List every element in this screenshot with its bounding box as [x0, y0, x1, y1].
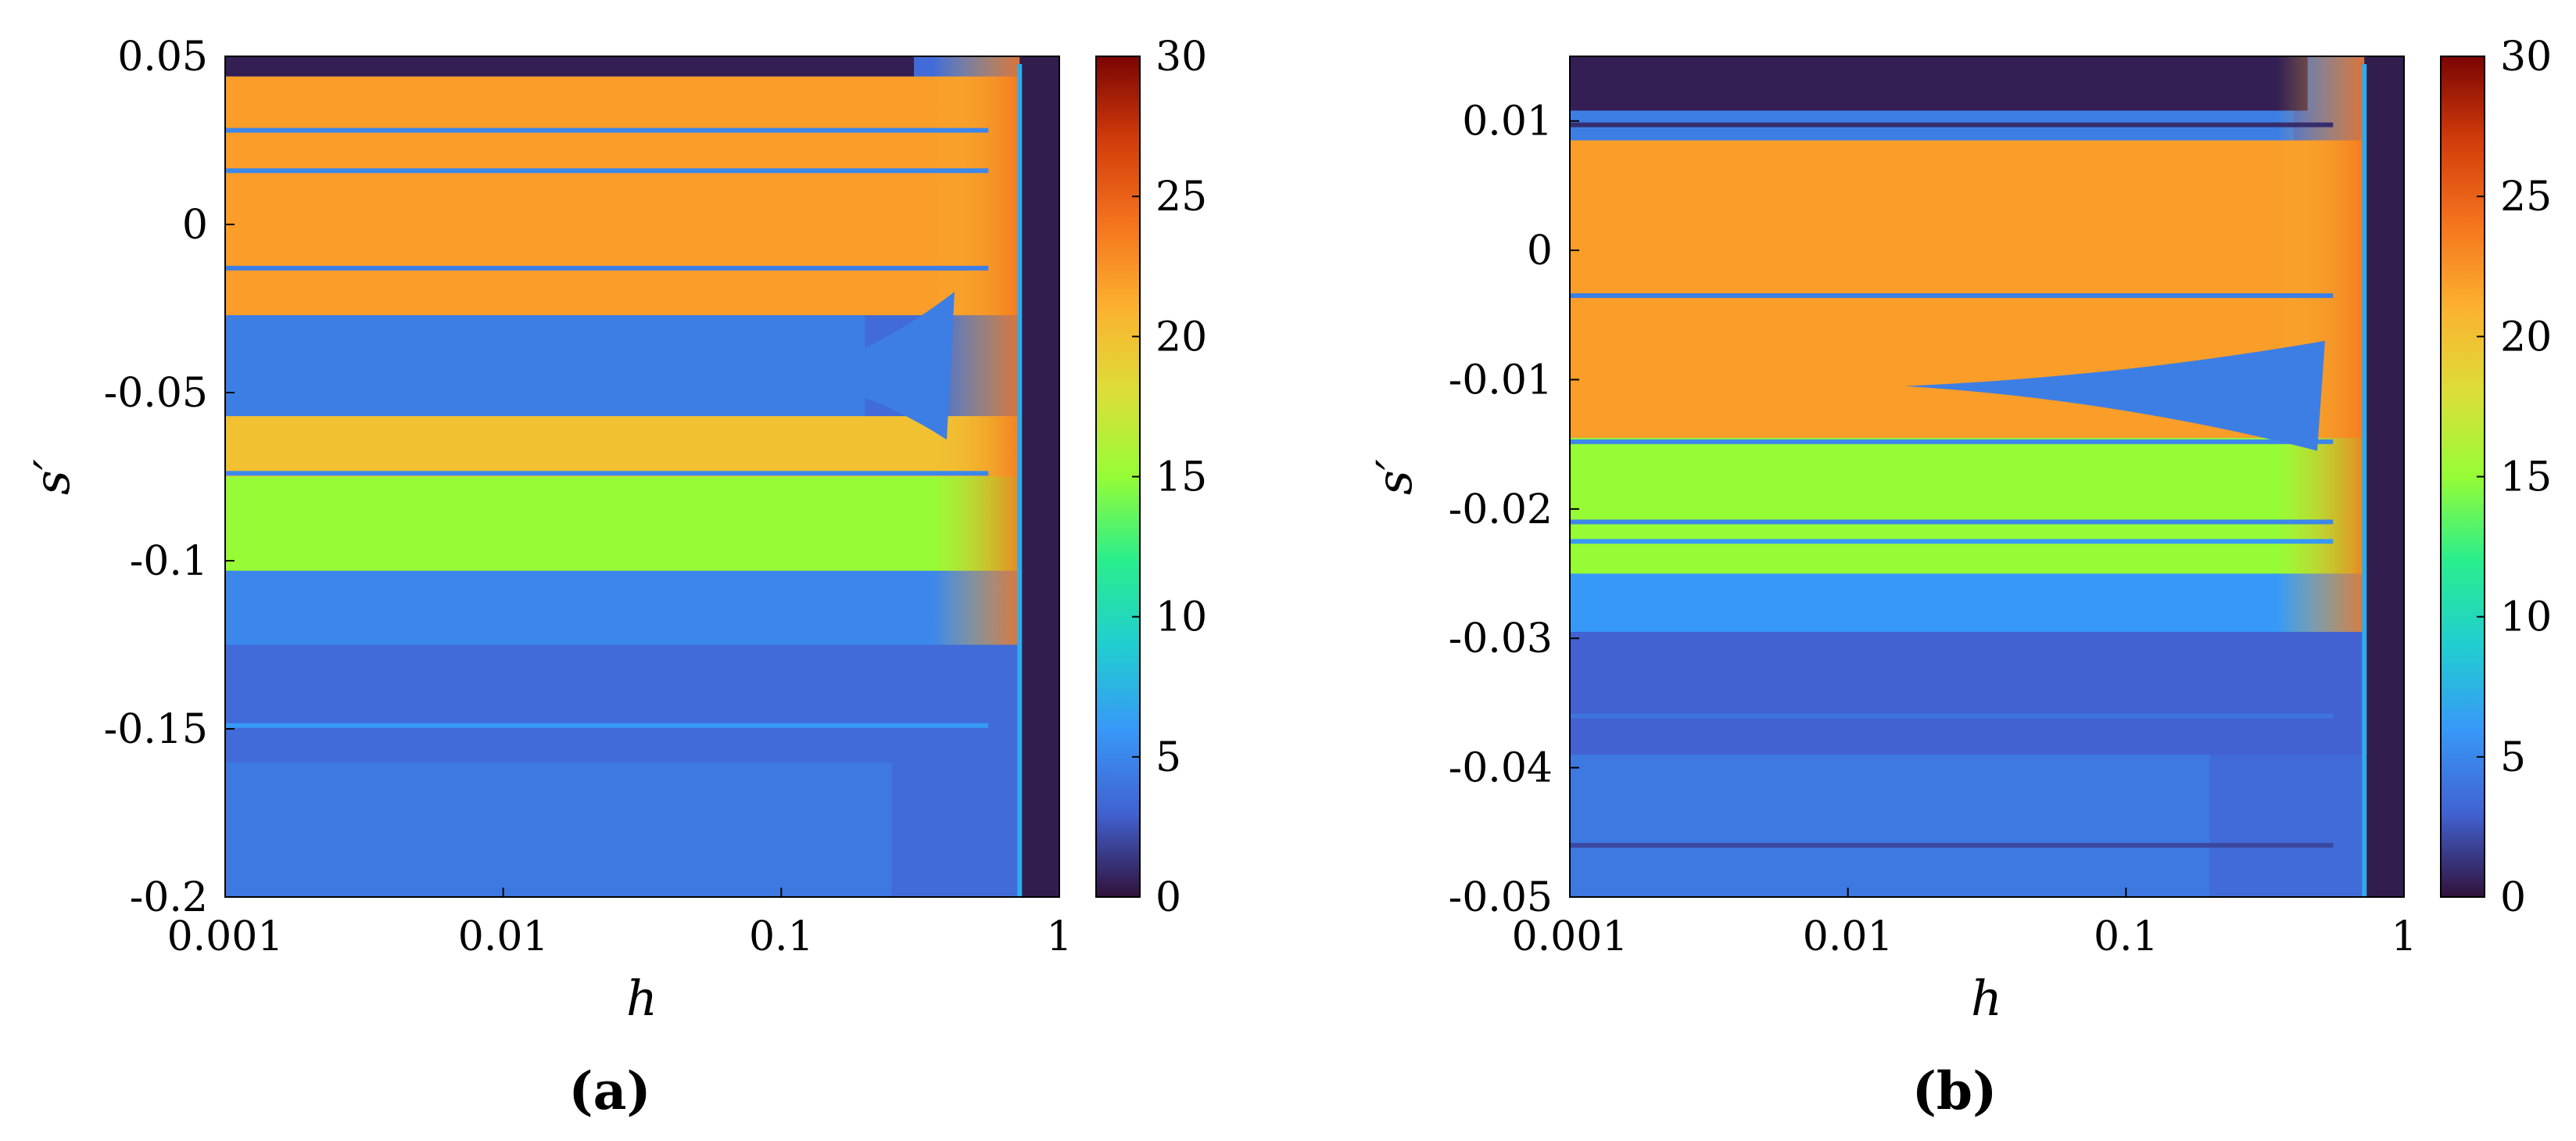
panel-b: 0.001 0.01 0.1 1 0.01 0 -0.01 -0.02 -0.03 -0.04 -…: [1366, 34, 2552, 1121]
heatmap-band: [1570, 755, 2210, 897]
y-axis-label-b: s′: [1366, 459, 1423, 495]
x-tick-label: 0.001: [167, 913, 284, 960]
colorbar-tick-label: 0: [1155, 874, 1181, 921]
colorbar-tick-label: 10: [2500, 594, 2552, 641]
x-axis-label-b: h: [1971, 970, 2002, 1027]
colorbar-tick-label: 30: [2500, 34, 2552, 81]
colorbar-tick-label: 15: [1155, 454, 1207, 501]
heatmap-band: [1570, 437, 2365, 574]
plot-frame: [1569, 56, 2405, 898]
heatmap-dark-region: [1019, 56, 1059, 897]
y-tick-label: 0: [1527, 228, 1553, 274]
heatmap-band: [1570, 573, 2365, 632]
y-tick-label: -0.05: [104, 370, 208, 417]
heatmap-wedge: [1904, 340, 2325, 451]
x-axis-label-a: h: [626, 970, 657, 1027]
y-axis-label-a: s′: [23, 459, 81, 495]
x-tick-label: 0.1: [749, 913, 814, 960]
heatmap-band: [1570, 56, 2308, 111]
colorbar-tick-label: 10: [1155, 594, 1207, 641]
plot-frame: [224, 56, 1060, 898]
x-axis-b: 0.001 0.01 0.1 1: [1512, 888, 2417, 960]
y-tick-label: -0.03: [1449, 615, 1553, 662]
panel-label-a: (a): [568, 1060, 650, 1121]
y-tick-label: -0.05: [1449, 874, 1553, 921]
x-tick-label: 0.01: [458, 913, 549, 960]
colorbar-tick-label: 5: [2500, 734, 2526, 781]
colorbar-b: 30 25 20 15 10 5 0: [2440, 34, 2552, 921]
y-tick-label: -0.04: [1449, 745, 1553, 792]
y-tick-label: -0.2: [130, 874, 208, 921]
x-tick-label: 1: [1046, 913, 1072, 960]
heatmap-band: [225, 56, 915, 77]
heatmap-band: [225, 76, 1020, 316]
y-tick-label: -0.02: [1449, 486, 1553, 533]
heatmap-b: [1569, 56, 2405, 898]
y-axis-b: 0.01 0 -0.01 -0.02 -0.03 -0.04 -0.05: [1449, 99, 1579, 921]
x-axis-a: 0.001 0.01 0.1 1: [167, 888, 1073, 960]
y-tick-label: 0.01: [1462, 99, 1553, 145]
heatmap-band: [225, 416, 1020, 477]
colorbar-tick-label: 5: [1155, 734, 1181, 781]
y-axis-a: 0.05 0 -0.05 -0.1 -0.15 -0.2: [104, 34, 235, 921]
colorbar-tick-label: 0: [2500, 874, 2526, 921]
y-tick-label: 0: [182, 202, 208, 249]
heatmap-dark-region: [2364, 56, 2404, 897]
heatmap-band: [1570, 631, 2365, 755]
colorbar-a: 30 25 20 15 10 5 0: [1095, 34, 1207, 921]
x-tick-label: 0.01: [1803, 913, 1893, 960]
y-tick-label: -0.01: [1449, 357, 1553, 404]
heatmap-wedge: [781, 292, 955, 440]
heatmap-a: [224, 56, 1060, 898]
x-tick-label: 1: [2391, 913, 2417, 960]
y-tick-label: 0.05: [117, 34, 208, 81]
colorbar-tick-label: 20: [1155, 314, 1207, 361]
heatmap-band: [225, 644, 1020, 762]
x-tick-label: 0.1: [2094, 913, 2159, 960]
x-tick-label: 0.001: [1512, 913, 1628, 960]
heatmap-band: [225, 570, 1020, 645]
y-tick-label: -0.15: [104, 706, 208, 753]
heatmap-band: [225, 476, 1020, 571]
colorbar-tick-label: 30: [1155, 34, 1207, 81]
colorbar-tick-label: 25: [2500, 174, 2552, 221]
panel-a: 0.001 0.01 0.1 1 0.05 0 -0.05 -0.1 -0.15 -0.2 30…: [23, 34, 1207, 1121]
heatmap-band: [225, 315, 865, 417]
heatmap-band: [225, 762, 892, 897]
panel-label-b: (b): [1912, 1060, 1997, 1121]
y-tick-label: -0.1: [130, 538, 208, 585]
colorbar-tick-label: 25: [1155, 174, 1207, 221]
colorbar-tick-label: 15: [2500, 454, 2552, 501]
colorbar-tick-label: 20: [2500, 314, 2552, 361]
